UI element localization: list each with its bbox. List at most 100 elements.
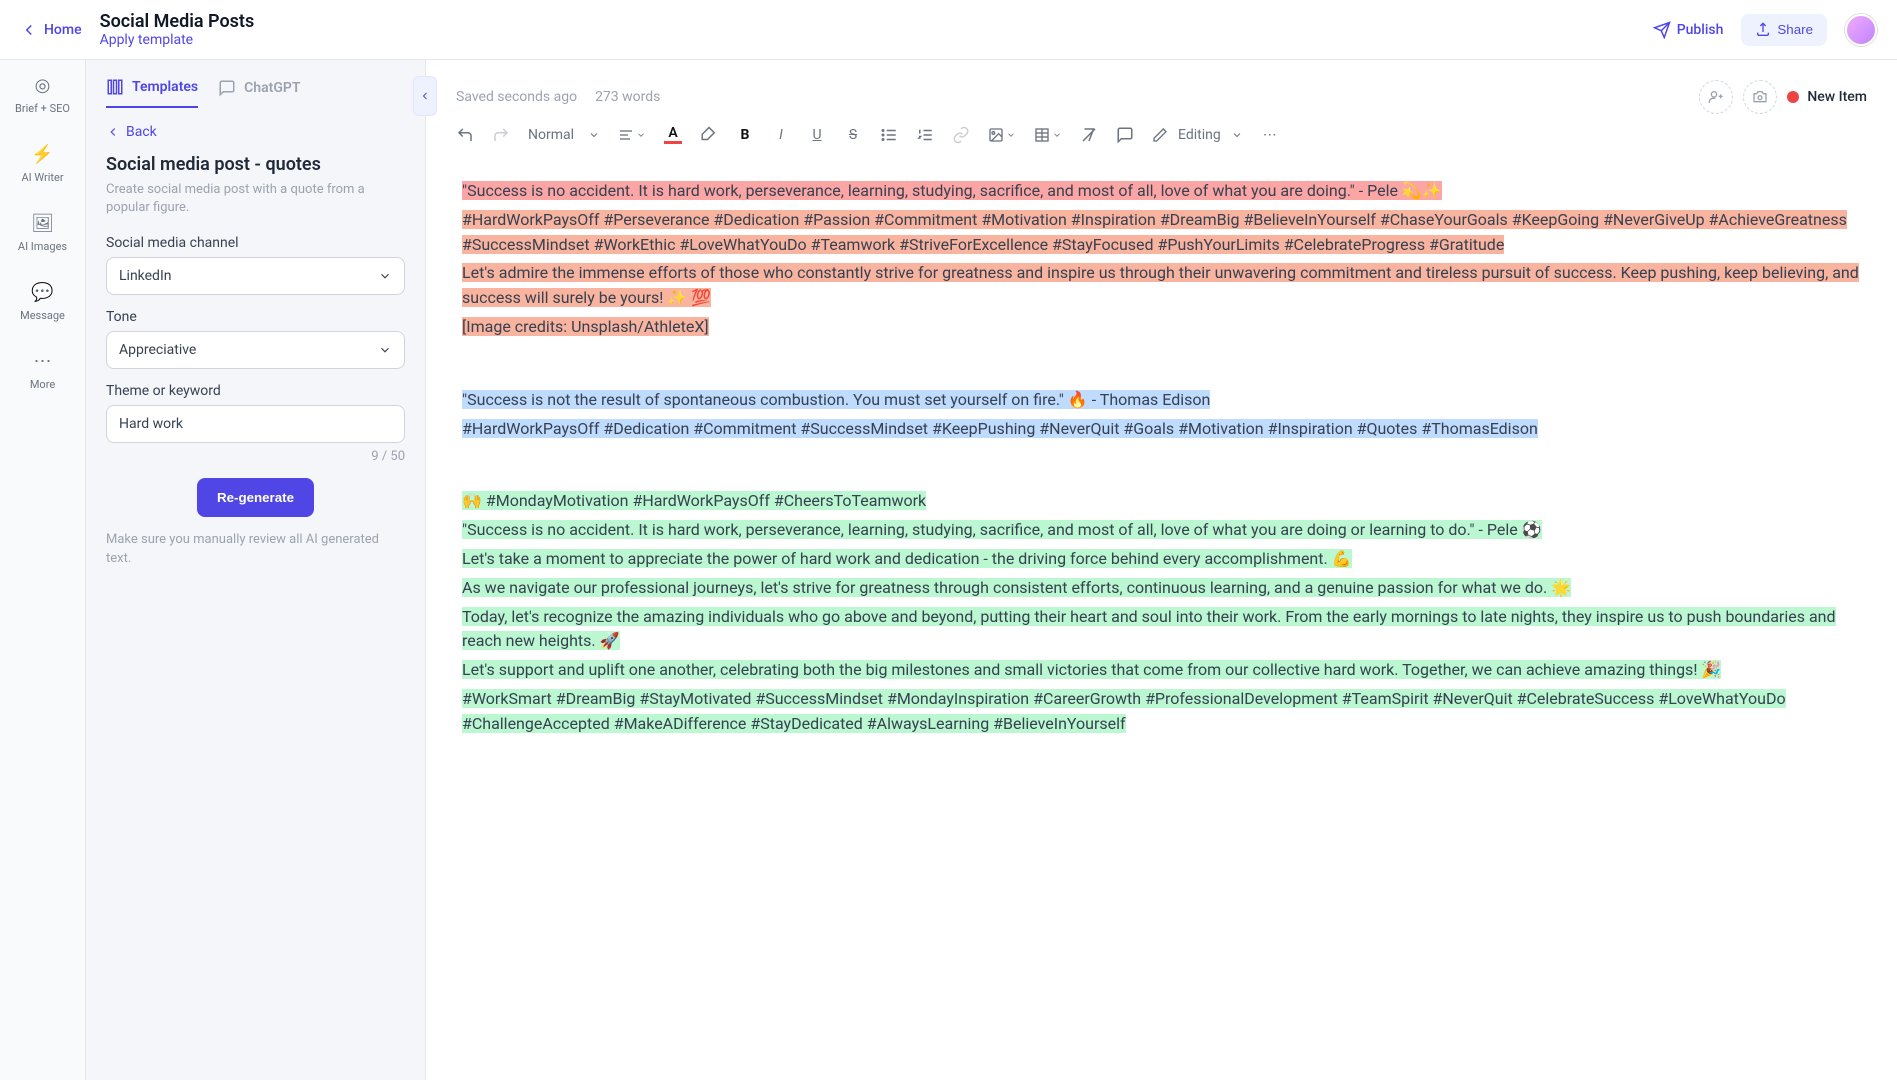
tab-templates[interactable]: Templates	[106, 78, 198, 108]
rail-message-label: Message	[20, 309, 65, 322]
apply-template-link[interactable]: Apply template	[100, 32, 255, 48]
text-block: [Image credits: Unsplash/AthleteX]	[462, 317, 709, 336]
text-block: As we navigate our professional journeys…	[462, 578, 1571, 597]
rail-ai-writer[interactable]: ⚡ AI Writer	[0, 129, 85, 198]
char-count: 9 / 50	[106, 449, 405, 464]
editor: Saved seconds ago 273 words New Item	[426, 60, 1897, 1080]
align-dropdown[interactable]	[618, 127, 646, 143]
rail-more-label: More	[30, 378, 55, 391]
form-title: Social media post - quotes	[106, 154, 405, 175]
text-block: "Success is not the result of spontaneou…	[462, 390, 1210, 409]
bolt-icon: ⚡	[32, 143, 54, 165]
text-block: #WorkSmart #DreamBig #StayMotivated #Suc…	[462, 689, 1786, 733]
status-dot-icon	[1787, 91, 1799, 103]
tone-label: Tone	[106, 309, 405, 325]
image-dropdown[interactable]	[988, 127, 1016, 143]
highlight-button[interactable]	[700, 126, 718, 144]
rail-brief-label: Brief + SEO	[15, 102, 70, 115]
style-value: Normal	[528, 127, 574, 143]
link-button[interactable]	[952, 126, 970, 144]
publish-button[interactable]: Publish	[1653, 21, 1724, 39]
rail-ai-images[interactable]: 🖼 AI Images	[0, 198, 85, 267]
add-collaborator-button[interactable]	[1699, 80, 1733, 114]
text-color-button[interactable]: A	[664, 126, 682, 144]
channel-select[interactable]: LinkedIn	[106, 257, 405, 295]
chat-icon	[218, 79, 236, 97]
home-link[interactable]: Home	[20, 21, 82, 39]
rail-writer-label: AI Writer	[21, 171, 63, 184]
review-note: Make sure you manually review all AI gen…	[106, 531, 405, 569]
chevron-down-icon	[588, 129, 600, 141]
publish-label: Publish	[1677, 22, 1724, 38]
title-block: Social Media Posts Apply template	[100, 11, 255, 48]
text-block: #HardWorkPaysOff #Perseverance #Dedicati…	[462, 210, 1847, 254]
share-button[interactable]: Share	[1741, 14, 1827, 46]
undo-button[interactable]	[456, 126, 474, 144]
text-block: 🙌 #MondayMotivation #HardWorkPaysOff #Ch…	[462, 491, 926, 510]
tone-select[interactable]: Appreciative	[106, 331, 405, 369]
word-count: 273 words	[595, 89, 660, 105]
status-dropdown[interactable]: New Item	[1787, 89, 1867, 105]
add-image-button[interactable]	[1743, 80, 1777, 114]
chevron-down-icon	[1006, 130, 1016, 140]
table-icon	[1034, 127, 1050, 143]
more-button[interactable]: ⋯	[1261, 126, 1279, 144]
rail-more[interactable]: ⋯ More	[0, 336, 85, 405]
keyword-input[interactable]: Hard work	[106, 405, 405, 443]
user-plus-icon	[1708, 89, 1724, 105]
chevron-down-icon	[378, 269, 392, 283]
channel-value: LinkedIn	[119, 268, 172, 284]
sidebar-tabs: Templates ChatGPT	[86, 60, 425, 108]
chevron-left-icon	[106, 125, 120, 139]
home-label: Home	[44, 22, 82, 38]
bullet-list-button[interactable]	[880, 126, 898, 144]
clear-format-button[interactable]	[1080, 126, 1098, 144]
editing-mode-dropdown[interactable]: Editing	[1152, 127, 1243, 143]
editor-content[interactable]: "Success is no accident. It is hard work…	[426, 161, 1897, 759]
back-label: Back	[126, 124, 157, 140]
upload-icon	[1755, 22, 1771, 38]
table-dropdown[interactable]	[1034, 127, 1062, 143]
rail-brief-seo[interactable]: ◎ Brief + SEO	[0, 60, 85, 129]
channel-label: Social media channel	[106, 235, 405, 251]
keyword-label: Theme or keyword	[106, 383, 405, 399]
share-label: Share	[1777, 22, 1813, 37]
send-icon	[1653, 21, 1671, 39]
align-left-icon	[618, 127, 634, 143]
chevron-down-icon	[1231, 129, 1243, 141]
target-icon: ◎	[32, 74, 54, 96]
tab-chatgpt[interactable]: ChatGPT	[218, 78, 300, 108]
left-rail: ◎ Brief + SEO ⚡ AI Writer 🖼 AI Images 💬 …	[0, 60, 86, 1080]
tab-templates-label: Templates	[132, 79, 198, 95]
collapse-sidebar[interactable]	[413, 76, 437, 116]
chevron-down-icon	[636, 130, 646, 140]
image-icon: 🖼	[32, 212, 54, 234]
text-block: Let's support and uplift one another, ce…	[462, 660, 1721, 679]
paragraph-style-select[interactable]: Normal	[528, 127, 600, 143]
underline-button[interactable]: U	[808, 126, 826, 144]
dots-icon: ⋯	[32, 350, 54, 372]
doc-title: Social Media Posts	[100, 11, 255, 32]
rail-message[interactable]: 💬 Message	[0, 267, 85, 336]
text-block: Let's take a moment to appreciate the po…	[462, 549, 1352, 568]
text-block: Let's admire the immense efforts of thos…	[462, 263, 1859, 307]
tone-value: Appreciative	[119, 342, 196, 358]
status-label: New Item	[1807, 89, 1867, 105]
library-icon	[106, 78, 124, 96]
keyword-value: Hard work	[119, 416, 183, 432]
text-block: "Success is no accident. It is hard work…	[462, 520, 1542, 539]
chat-icon: 💬	[32, 281, 54, 303]
italic-button[interactable]: I	[772, 126, 790, 144]
bold-button[interactable]: B	[736, 126, 754, 144]
topbar: Home Social Media Posts Apply template P…	[0, 0, 1897, 60]
redo-button[interactable]	[492, 126, 510, 144]
numbered-list-button[interactable]	[916, 126, 934, 144]
sidebar: Templates ChatGPT Back Social media post…	[86, 60, 426, 1080]
avatar[interactable]	[1845, 14, 1877, 46]
back-link[interactable]: Back	[106, 124, 405, 140]
regenerate-button[interactable]: Re-generate	[197, 478, 314, 517]
chevron-down-icon	[378, 343, 392, 357]
pencil-icon	[1152, 127, 1168, 143]
comment-button[interactable]	[1116, 126, 1134, 144]
strikethrough-button[interactable]: S	[844, 126, 862, 144]
